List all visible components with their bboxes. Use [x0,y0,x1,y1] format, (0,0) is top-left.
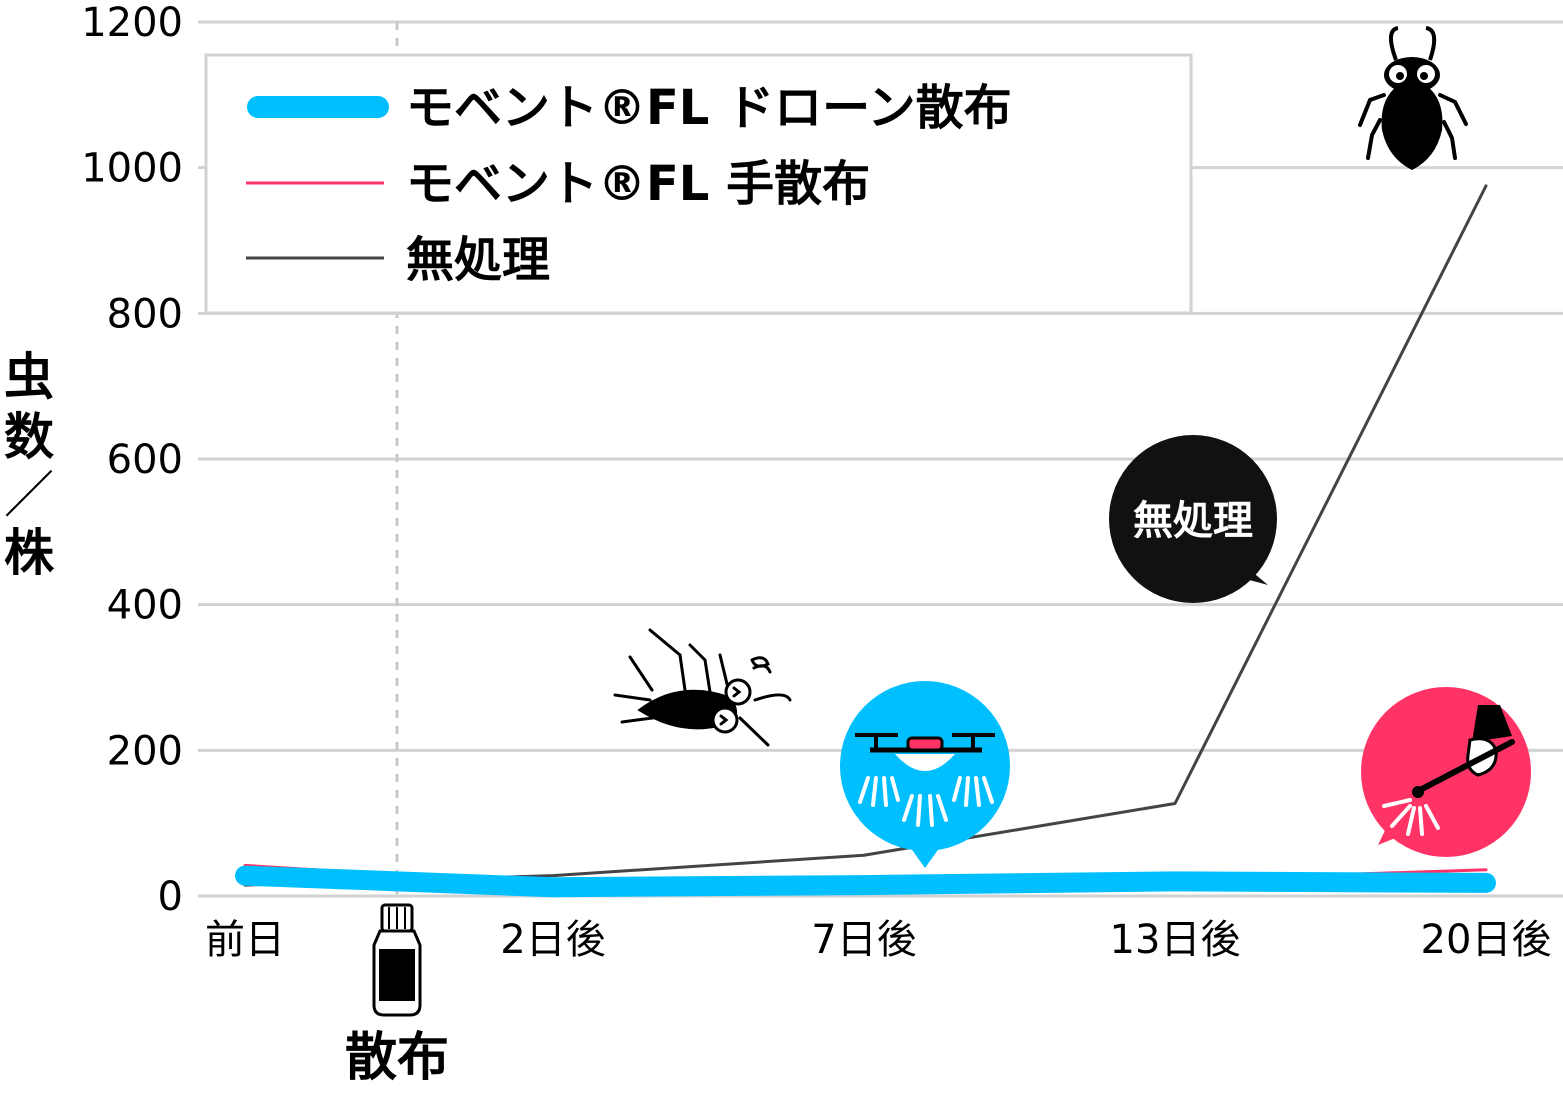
hand-sprayer-bubble [1361,687,1531,857]
hand-sprayer-icon [1382,705,1515,836]
y-tick-label: 800 [107,291,183,337]
bug-icon [1358,26,1468,170]
y-tick-label: 0 [158,874,183,920]
legend-label-untreated: 無処理 [406,232,550,288]
x-tick-label: 7日後 [811,917,916,963]
x-tick-label: 前日 [205,917,285,963]
y-axis-ticks: 0 200 400 600 800 1000 1200 [81,0,183,920]
legend-label-drone: モベント®FL ドローン散布 [406,80,1012,136]
series-lines [235,184,1496,898]
y-tick-label: 1000 [81,146,183,192]
y-axis-label-char: 数 [4,408,54,466]
y-tick-label: 600 [107,437,183,483]
x-tick-label: 2日後 [500,917,605,963]
y-tick-label: 200 [107,728,183,774]
x-tick-label: 20日後 [1421,917,1552,963]
y-tick-label: 1200 [81,0,183,46]
untreated-bubble: 無処理 [1109,435,1277,603]
y-axis-label-char: 株 [4,524,54,582]
untreated-bubble-label: 無処理 [1133,498,1253,544]
bottle-icon [372,903,422,1017]
dead-bug-icon [613,628,792,747]
series-line-0 [235,865,1496,898]
y-axis-label-char: 虫 [4,348,54,406]
y-axis-label-char: ／ [4,466,54,524]
y-tick-label: 400 [107,583,183,629]
drone-icon [855,733,995,827]
legend-label-hand: モベント®FL 手散布 [406,156,870,212]
x-tick-label: 13日後 [1110,917,1241,963]
drone-bubble [840,681,1010,868]
spray-label: 散布 [345,1028,449,1088]
x-axis-ticks: 前日 2日後 7日後 13日後 20日後 [205,917,1551,963]
legend: モベント®FL ドローン散布 モベント®FL 手散布 無処理 [204,53,1193,315]
